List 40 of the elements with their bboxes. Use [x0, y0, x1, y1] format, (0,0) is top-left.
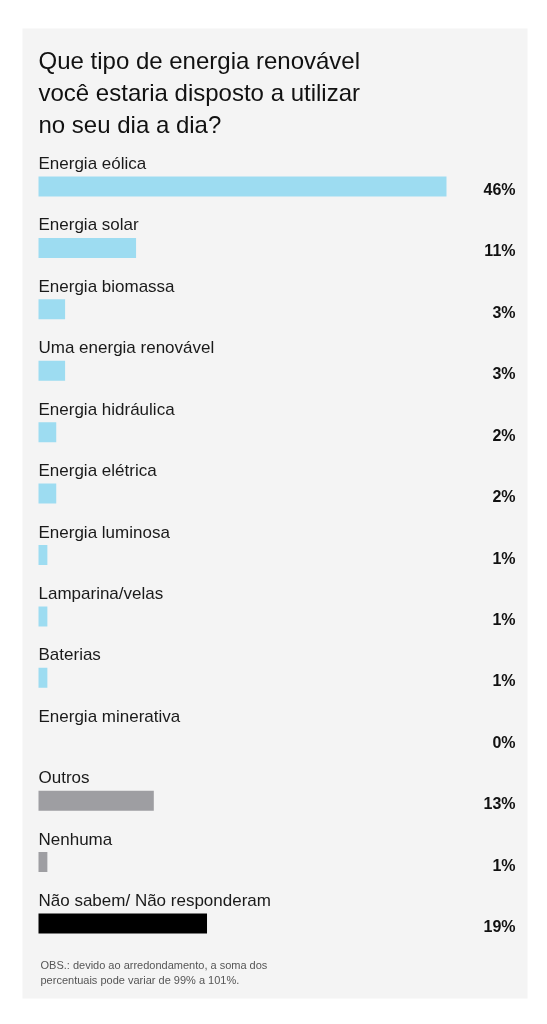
data-label: 3% [492, 365, 516, 383]
bar [38, 545, 48, 565]
y-tick-label: Não sabem/ Não responderam [38, 891, 271, 910]
y-tick-label: Lamparina/velas [38, 583, 164, 603]
bar [38, 606, 48, 627]
y-tick-label: Energia hidráulica [38, 399, 176, 419]
data-label: 3% [492, 303, 516, 321]
y-tick-label: Outros [38, 768, 90, 788]
y-tick-label: Energia luminosa [38, 522, 171, 542]
data-label: 19% [483, 918, 516, 935]
bar [38, 176, 447, 197]
data-label: 2% [492, 488, 516, 506]
bar [38, 852, 48, 873]
y-tick-label: Uma energia renovável [38, 338, 215, 358]
data-label: 11% [484, 242, 516, 260]
bar [38, 237, 137, 258]
y-tick-label: Energia elétrica [38, 461, 158, 481]
y-tick-label: Energia solar [38, 215, 139, 235]
y-tick-label: Energia minerativa [38, 706, 181, 726]
data-label: 1% [492, 610, 516, 628]
bar [38, 790, 154, 811]
bar [38, 360, 66, 381]
y-tick-label: Nenhuma [38, 829, 113, 849]
data-label: 46% [483, 181, 516, 198]
data-label: 1% [492, 856, 516, 874]
y-tick-label: Energia eólica [38, 154, 147, 173]
text: OBS.: devido ao arredondamento, a soma dos percentuais pode variar de 99% a 101%. [40, 958, 268, 987]
data-label: 1% [492, 549, 516, 567]
data-label: 2% [492, 426, 516, 444]
bar [38, 667, 48, 688]
chart-title: Que tipo de energia renovável você estaria disposto a utilizar no seu dia a dia? [38, 46, 361, 139]
data-label: 13% [483, 795, 516, 813]
data-label: 1% [492, 672, 516, 690]
data-label: 0% [492, 733, 516, 751]
bar [38, 913, 208, 934]
bar [38, 422, 57, 443]
y-tick-label: Energia biomassa [38, 276, 176, 296]
y-tick-label: Baterias [38, 645, 101, 665]
bar [38, 483, 57, 504]
bar [38, 299, 66, 320]
